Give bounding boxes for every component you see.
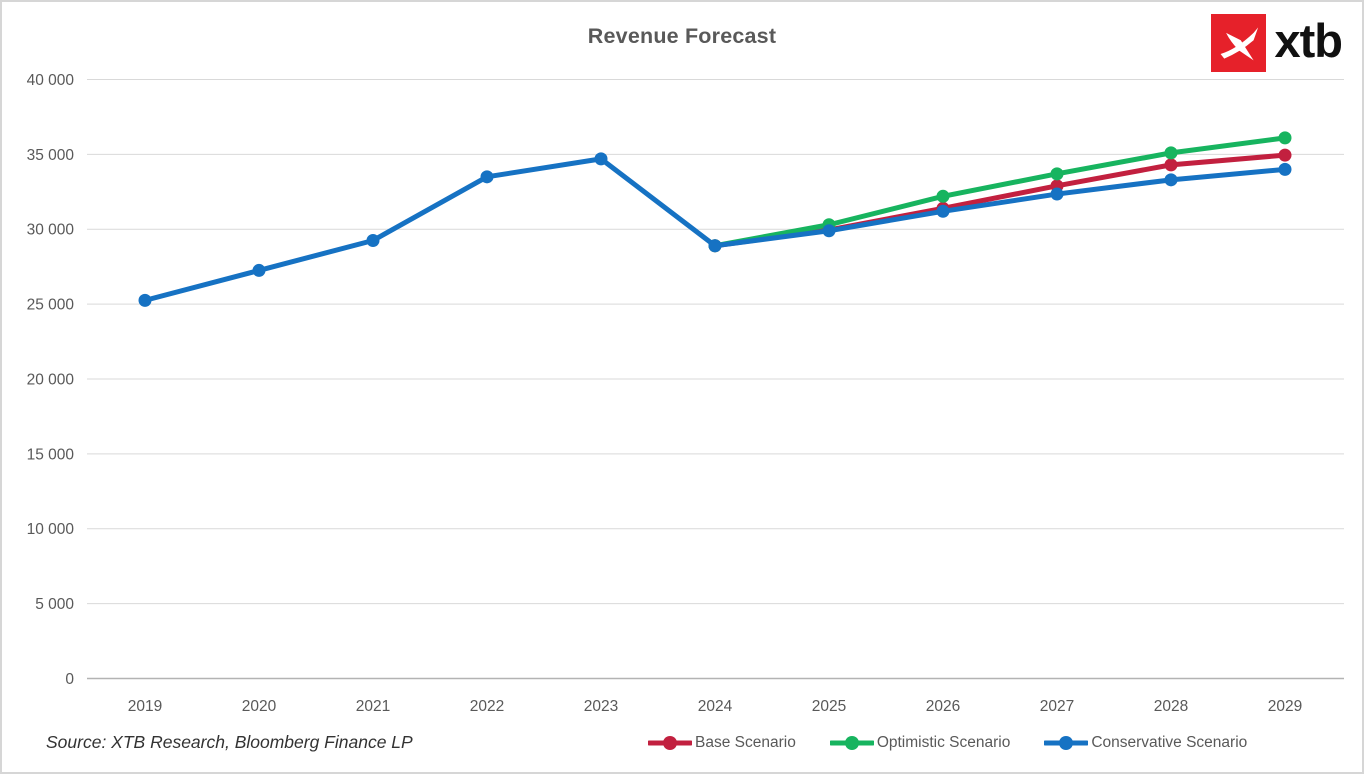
x-tick-label: 2026 xyxy=(926,698,960,715)
series-optimistic-scenario xyxy=(708,131,1292,253)
data-point xyxy=(1164,146,1178,160)
legend-label: Optimistic Scenario xyxy=(876,734,1011,751)
x-tick-label: 2019 xyxy=(128,698,162,715)
legend-marker-icon xyxy=(1044,736,1089,750)
series-conservative-scenario xyxy=(138,152,1292,307)
legend-label: Conservative Scenario xyxy=(1091,734,1248,751)
x-axis-labels: 2019 2020 2021 2022 2023 2024 2025 2026 2027 2028… xyxy=(128,698,1302,715)
y-tick-label: 25 000 xyxy=(27,297,75,314)
data-point xyxy=(594,152,608,166)
x-tick-label: 2020 xyxy=(242,698,277,715)
x-tick-label: 2021 xyxy=(356,698,390,715)
data-point xyxy=(366,233,380,247)
y-tick-label: 10 000 xyxy=(27,521,75,538)
xtb-logo: xtb xyxy=(1210,13,1343,72)
y-axis-labels: 0 5 000 10 000 15 000 20 000 25 000 30 000 35 0… xyxy=(27,72,75,688)
y-tick-label: 35 000 xyxy=(27,147,75,164)
data-point xyxy=(480,170,494,184)
legend-marker-icon xyxy=(829,736,874,750)
data-point xyxy=(1278,148,1292,162)
y-tick-label: 40 000 xyxy=(27,72,75,89)
legend-label: Base Scenario xyxy=(695,734,796,751)
gridlines xyxy=(87,78,1344,680)
data-point xyxy=(822,224,836,238)
y-tick-label: 30 000 xyxy=(27,222,75,239)
x-tick-label: 2027 xyxy=(1040,698,1074,715)
data-point xyxy=(936,204,950,218)
legend-marker-icon xyxy=(648,736,692,750)
xtb-logo-text: xtb xyxy=(1274,13,1343,67)
data-point xyxy=(1050,167,1064,181)
y-tick-label: 0 xyxy=(65,671,74,688)
data-point xyxy=(252,263,266,277)
data-point xyxy=(1050,187,1064,201)
chart-legend: Base Scenario Optimistic Scenario Conserva… xyxy=(648,734,1247,752)
y-tick-label: 15 000 xyxy=(27,446,75,463)
legend-item-base-scenario: Base Scenario xyxy=(648,734,796,752)
data-point xyxy=(936,189,950,203)
data-point xyxy=(1164,158,1178,172)
x-tick-label: 2029 xyxy=(1268,698,1302,715)
x-tick-label: 2022 xyxy=(470,698,504,715)
data-point xyxy=(1278,131,1292,145)
legend-item-conservative-scenario: Conservative Scenario xyxy=(1044,734,1247,752)
x-tick-label: 2025 xyxy=(812,698,846,715)
data-point xyxy=(1164,173,1178,187)
x-tick-label: 2024 xyxy=(698,698,733,715)
x-tick-label: 2023 xyxy=(584,698,618,715)
y-tick-label: 5 000 xyxy=(35,596,74,613)
xtb-logo-icon xyxy=(1210,14,1266,72)
legend-item-optimistic-scenario: Optimistic Scenario xyxy=(829,734,1011,752)
data-point xyxy=(1278,162,1292,176)
source-note: Source: XTB Research, Bloomberg Finance … xyxy=(46,732,413,752)
x-tick-label: 2028 xyxy=(1154,698,1188,715)
data-point xyxy=(138,293,152,307)
data-point xyxy=(708,239,722,253)
chart-title: Revenue Forecast xyxy=(587,24,777,48)
y-tick-label: 20 000 xyxy=(27,371,75,388)
